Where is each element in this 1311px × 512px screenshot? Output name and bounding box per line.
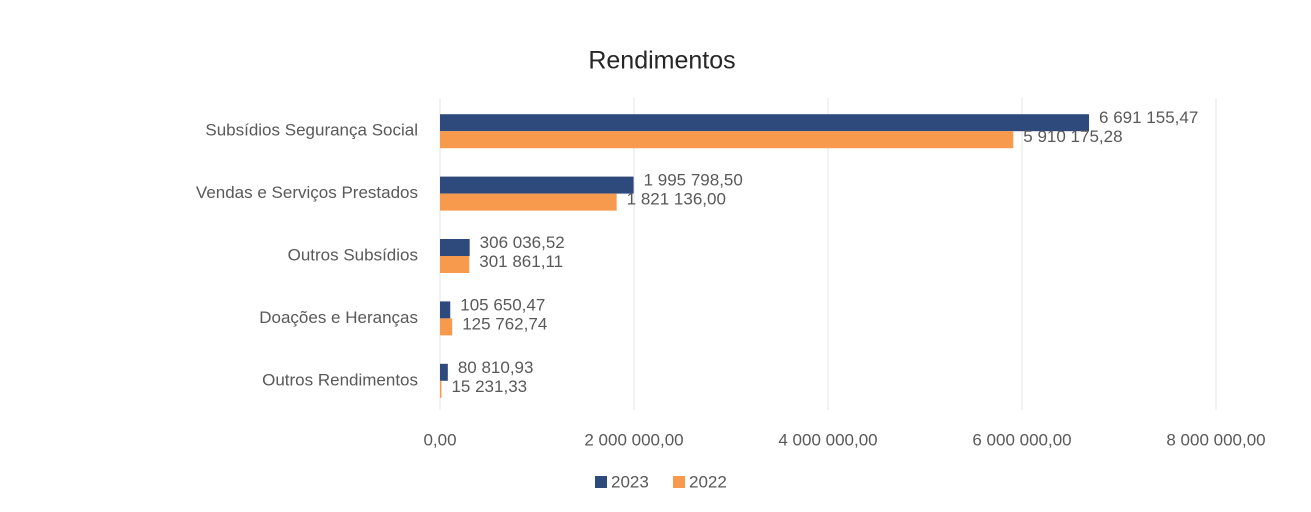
x-tick-label: 0,00: [423, 430, 456, 449]
bar: [440, 114, 1090, 132]
bar: [440, 301, 451, 319]
bar: [440, 363, 448, 381]
value-label: 301 861,11: [479, 252, 563, 271]
x-tick-label: 4 000 000,00: [778, 430, 877, 449]
bar: [440, 176, 634, 194]
legend-label: 2023: [611, 472, 649, 491]
value-label: 80 810,93: [458, 358, 534, 377]
bar: [440, 131, 1014, 149]
value-label: 306 036,52: [480, 233, 565, 252]
y-tick-label: Doações e Heranças: [259, 308, 418, 327]
legend-swatch: [673, 476, 685, 488]
bar: [440, 239, 470, 256]
bar: [440, 256, 470, 273]
value-label: 105 650,47: [460, 295, 545, 314]
x-tick-label: 2 000 000,00: [584, 430, 683, 449]
chart-title: Rendimentos: [588, 47, 735, 75]
value-label: 125 762,74: [462, 314, 547, 333]
y-tick-label: Outros Subsídios: [288, 245, 418, 264]
value-label: 1 995 798,50: [644, 171, 743, 190]
value-label: 1 821 136,00: [627, 190, 726, 209]
bar: [440, 193, 617, 211]
value-label: 6 691 155,47: [1099, 108, 1198, 127]
y-tick-label: Subsídios Segurança Social: [205, 121, 418, 140]
legend-swatch: [595, 476, 607, 488]
x-tick-label: 8 000 000,00: [1166, 430, 1265, 449]
legend-label: 2022: [689, 472, 727, 491]
bar: [440, 318, 453, 336]
bar: [440, 380, 442, 398]
x-tick-label: 6 000 000,00: [972, 430, 1071, 449]
value-label: 5 910 175,28: [1023, 127, 1122, 146]
y-tick-label: Vendas e Serviços Prestados: [196, 183, 418, 202]
value-label: 15 231,33: [451, 377, 527, 396]
y-tick-label: Outros Rendimentos: [262, 370, 418, 389]
